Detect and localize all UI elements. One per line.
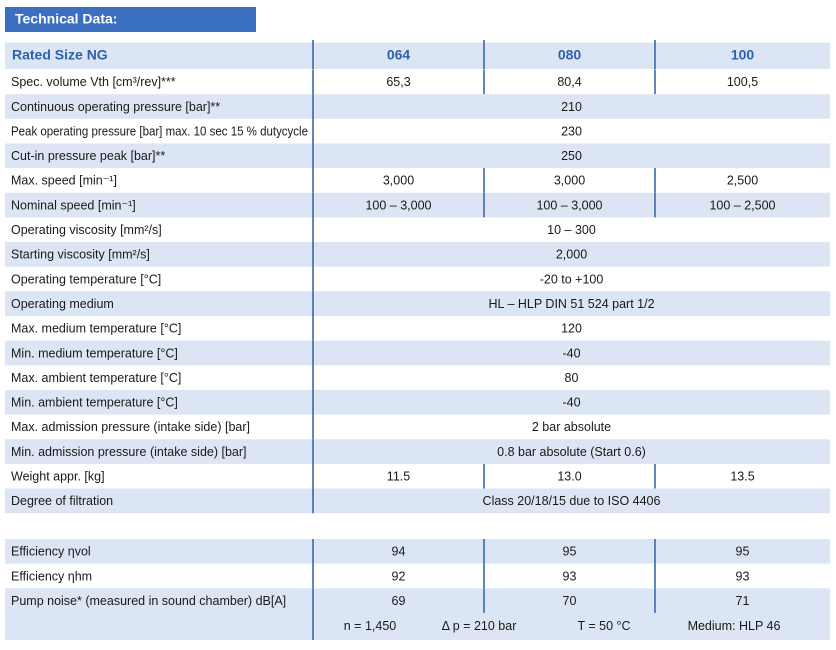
- test-condition: T = 50 °C: [577, 619, 630, 633]
- row-value: 100,5: [727, 75, 758, 89]
- row-value: 10 – 300: [547, 223, 596, 237]
- row-value: 13.0: [557, 470, 581, 484]
- row-background: [5, 588, 830, 613]
- row-label: Continuous operating pressure [bar]**: [11, 100, 220, 114]
- row-value: 93: [563, 569, 577, 583]
- row-background: [5, 94, 830, 119]
- row-value: 13.5: [730, 470, 754, 484]
- row-background: [5, 389, 830, 415]
- row-value: 11.5: [387, 470, 410, 484]
- row-label: Max. medium temperature [°C]: [11, 322, 181, 336]
- row-label: Spec. volume Vth [cm³/rev]***: [11, 75, 176, 89]
- row-label: Degree of filtration: [11, 494, 113, 508]
- row-value: 100 – 3,000: [536, 198, 602, 212]
- row-label: Operating medium: [11, 297, 114, 311]
- row-value: 69: [392, 594, 406, 608]
- row-label: Weight appr. [kg]: [11, 470, 105, 484]
- header-row: [5, 42, 830, 69]
- header-size: 080: [558, 47, 582, 63]
- row-label: Max. admission pressure (intake side) [b…: [11, 420, 250, 434]
- row-value: 2,000: [556, 248, 587, 262]
- row-value: 120: [561, 322, 582, 336]
- row-value: 100 – 2,500: [709, 198, 775, 212]
- row-label: Efficiency ηvol: [11, 545, 91, 559]
- row-label: Min. medium temperature [°C]: [11, 346, 178, 360]
- row-value: 230: [561, 124, 582, 138]
- row-value: 210: [561, 100, 582, 114]
- row-background: [5, 340, 830, 366]
- row-label: Min. ambient temperature [°C]: [11, 396, 178, 410]
- header-label: Rated Size NG: [12, 47, 108, 63]
- row-value: HL – HLP DIN 51 524 part 1/2: [488, 297, 654, 311]
- row-background: [5, 192, 830, 218]
- row-label: Cut-in pressure peak [bar]**: [11, 149, 165, 163]
- row-label: Nominal speed [min⁻¹]: [11, 198, 136, 212]
- header-size: 100: [731, 47, 755, 63]
- row-value: -40: [562, 396, 580, 410]
- test-condition: Medium: HLP 46: [688, 619, 781, 633]
- row-background: [5, 539, 830, 564]
- row-value: 71: [736, 594, 750, 608]
- row-value: -40: [562, 346, 580, 360]
- header-size: 064: [387, 47, 411, 63]
- row-value: 3,000: [554, 174, 585, 188]
- row-label: Max. ambient temperature [°C]: [11, 371, 181, 385]
- row-label: Peak operating pressure [bar] max. 10 se…: [11, 124, 308, 138]
- row-value: 100 – 3,000: [365, 198, 431, 212]
- row-background: [5, 291, 830, 316]
- row-value: 94: [392, 545, 406, 559]
- row-value: 65,3: [386, 75, 410, 89]
- row-label: Min. admission pressure (intake side) [b…: [11, 445, 247, 459]
- conditions-row: [5, 612, 830, 640]
- row-value: 95: [736, 545, 750, 559]
- row-value: -20 to +100: [540, 272, 604, 286]
- row-value: 80,4: [557, 75, 581, 89]
- row-value: 93: [736, 569, 750, 583]
- row-label: Max. speed [min⁻¹]: [11, 174, 117, 188]
- row-background: [5, 143, 830, 169]
- title-bar: [5, 7, 256, 32]
- row-background: [5, 488, 830, 514]
- row-value: 2 bar absolute: [532, 420, 611, 434]
- row-label: Operating temperature [°C]: [11, 272, 161, 286]
- test-condition: Δ p = 210 bar: [442, 619, 517, 633]
- row-label: Operating viscosity [mm²/s]: [11, 223, 162, 237]
- title: Technical Data:: [15, 11, 117, 27]
- row-value: 250: [561, 149, 582, 163]
- row-value: 0.8 bar absolute (Start 0.6): [497, 445, 646, 459]
- row-background: [5, 439, 830, 464]
- row-background: [5, 242, 830, 267]
- row-value: Class 20/18/15 due to ISO 4406: [483, 494, 661, 508]
- row-label: Pump noise* (measured in sound chamber) …: [11, 594, 286, 608]
- row-label: Efficiency ηhm: [11, 569, 92, 583]
- row-value: 3,000: [383, 174, 414, 188]
- row-value: 80: [565, 371, 579, 385]
- row-value: 92: [392, 569, 406, 583]
- row-value: 70: [563, 594, 577, 608]
- row-label: Starting viscosity [mm²/s]: [11, 248, 150, 262]
- row-value: 95: [563, 545, 577, 559]
- test-condition: n = 1,450: [344, 619, 397, 633]
- row-value: 2,500: [727, 174, 758, 188]
